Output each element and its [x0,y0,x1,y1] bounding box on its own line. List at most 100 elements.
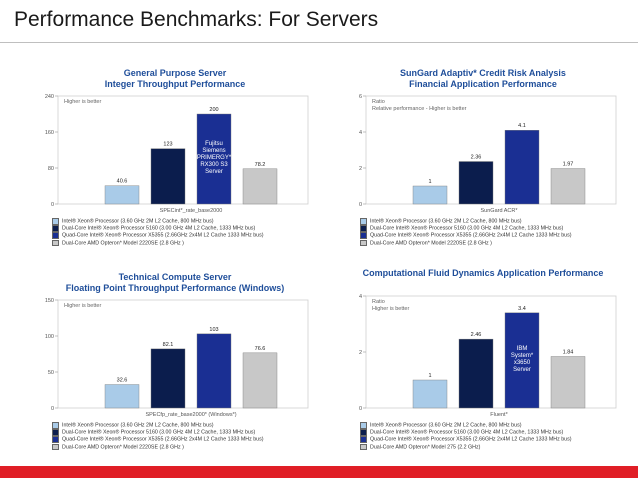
chart-title: SunGard Adaptiv* Credit Risk Analysis [400,68,566,78]
bar-value-label: 3.4 [518,306,526,312]
legend-label: Dual-Core AMD Opteron* Model 275 (2.2 GH… [370,444,481,451]
chart-panel-cfd: Computational Fluid Dynamics Application… [348,268,618,460]
legend-swatch [52,422,59,429]
legend-entry: Quad-Core Intel® Xeon® Processor X5355 (… [52,436,264,443]
bar [242,168,278,205]
bar [150,348,186,409]
chart-note: Ratio [372,99,385,105]
chart-legend: Intel® Xeon® Processor (3.60 GHz 2M L2 C… [52,422,264,451]
bar-inline-label: Siemens [202,148,225,154]
bar-inline-label: x3650 [514,360,531,366]
legend-entry: Dual-Core Intel® Xeon® Processor 5160 (3… [360,429,572,436]
bar-value-label: 4.1 [518,123,526,129]
y-tick-label: 0 [359,202,362,208]
legend-label: Dual-Core Intel® Xeon® Processor 5160 (3… [370,225,564,232]
legend-swatch [360,218,367,225]
chart-panel-sungard: SunGard Adaptiv* Credit Risk Analysis Fi… [348,68,618,260]
legend-entry: Dual-Core Intel® Xeon® Processor 5160 (3… [360,225,572,232]
chart-note: Ratio [372,299,385,305]
legend-entry: Dual-Core AMD Opteron* Model 275 (2.2 GH… [360,443,572,451]
legend-swatch [52,443,59,451]
y-tick-label: 160 [45,130,54,136]
bar [504,312,540,409]
chart-note: Higher is better [64,99,101,105]
y-tick-label: 4 [359,130,362,136]
legend-entry: Intel® Xeon® Processor (3.60 GHz 2M L2 C… [52,422,264,429]
bar-value-label: 1 [428,179,431,185]
chart-subtitle: Integer Throughput Performance [104,79,246,89]
slide-title: Performance Benchmarks: For Servers [14,8,379,31]
legend-entry: Quad-Core Intel® Xeon® Processor X5355 (… [360,436,572,443]
legend-entry: Intel® Xeon® Processor (3.60 GHz 2M L2 C… [360,422,572,429]
y-tick-label: 80 [48,166,54,172]
legend-swatch [360,436,367,443]
x-axis-label: SPECint*_rate_base2000 [160,208,223,214]
footer-accent-bar [0,466,638,478]
chart-legend: Intel® Xeon® Processor (3.60 GHz 2M L2 C… [360,218,572,247]
y-tick-label: 50 [48,370,54,376]
y-tick-label: 6 [359,94,362,100]
chart-subtitle: Financial Application Performance [409,79,557,89]
bar-inline-label: IBM [517,346,528,352]
bar [550,168,586,205]
legend-swatch [52,225,59,232]
y-tick-label: 240 [45,94,54,100]
bar [458,161,494,205]
bar-value-label: 123 [163,142,172,148]
bar [504,130,540,205]
legend-label: Intel® Xeon® Processor (3.60 GHz 2M L2 C… [62,218,214,225]
bar [196,333,232,409]
legend-swatch [360,232,367,239]
legend-label: Dual-Core Intel® Xeon® Processor 5160 (3… [370,429,564,436]
y-tick-label: 0 [359,406,362,412]
bar [104,185,140,205]
legend-swatch [360,443,367,451]
legend-swatch [52,436,59,443]
legend-entry: Intel® Xeon® Processor (3.60 GHz 2M L2 C… [360,218,572,225]
bar-value-label: 2.36 [471,155,482,161]
bar [150,148,186,205]
legend-swatch [360,239,367,247]
y-tick-label: 0 [51,406,54,412]
bar-inline-label: System* [511,353,534,359]
bar [412,379,448,409]
legend-label: Dual-Core AMD Opteron* Model 2220SE (2.8… [62,240,184,247]
chart-subtitle: Floating Point Throughput Performance (W… [65,283,285,293]
legend-label: Quad-Core Intel® Xeon® Processor X5355 (… [62,437,264,444]
legend-entry: Intel® Xeon® Processor (3.60 GHz 2M L2 C… [52,218,264,225]
legend-label: Dual-Core AMD Opteron* Model 2220SE (2.8… [370,240,492,247]
bar-value-label: 1.84 [563,349,574,355]
legend-entry: Quad-Core Intel® Xeon® Processor X5355 (… [360,232,572,239]
legend-label: Intel® Xeon® Processor (3.60 GHz 2M L2 C… [62,422,214,429]
bar [458,338,494,409]
legend-swatch [360,429,367,436]
y-tick-label: 0 [51,202,54,208]
legend-swatch [52,218,59,225]
legend-label: Quad-Core Intel® Xeon® Processor X5355 (… [370,233,572,240]
bar-inline-label: PRIMERGY* [197,155,232,161]
legend-label: Dual-Core AMD Opteron* Model 2220SE (2.8… [62,444,184,451]
x-axis-label: Fluent* [490,412,508,418]
bar-value-label: 1.97 [563,162,574,168]
x-axis-label: SunGard ACR* [481,208,519,214]
bar [196,113,232,205]
bar-inline-label: Fujitsu [205,141,223,147]
chart-panel-general-purpose: General Purpose Server Integer Throughpu… [40,68,310,260]
bar-value-label: 82.1 [163,342,174,348]
legend-label: Dual-Core Intel® Xeon® Processor 5160 (3… [62,225,256,232]
y-tick-label: 150 [45,298,54,304]
bar [242,352,278,409]
legend-swatch [360,422,367,429]
legend-label: Quad-Core Intel® Xeon® Processor X5355 (… [370,437,572,444]
x-axis-label: SPECfp_rate_base2000* (Windows*) [145,412,236,418]
legend-entry: Dual-Core AMD Opteron* Model 2220SE (2.8… [52,239,264,247]
chart-note-secondary: Higher is better [372,306,409,312]
bar-value-label: 103 [209,327,218,333]
chart-title: General Purpose Server [123,68,227,78]
bar-inline-label: Server [205,169,223,175]
legend-entry: Dual-Core AMD Opteron* Model 2220SE (2.8… [360,239,572,247]
bar-value-label: 200 [209,107,218,113]
chart-note: Higher is better [64,303,101,309]
bar-value-label: 40.6 [117,179,128,185]
bar-value-label: 1 [428,373,431,379]
